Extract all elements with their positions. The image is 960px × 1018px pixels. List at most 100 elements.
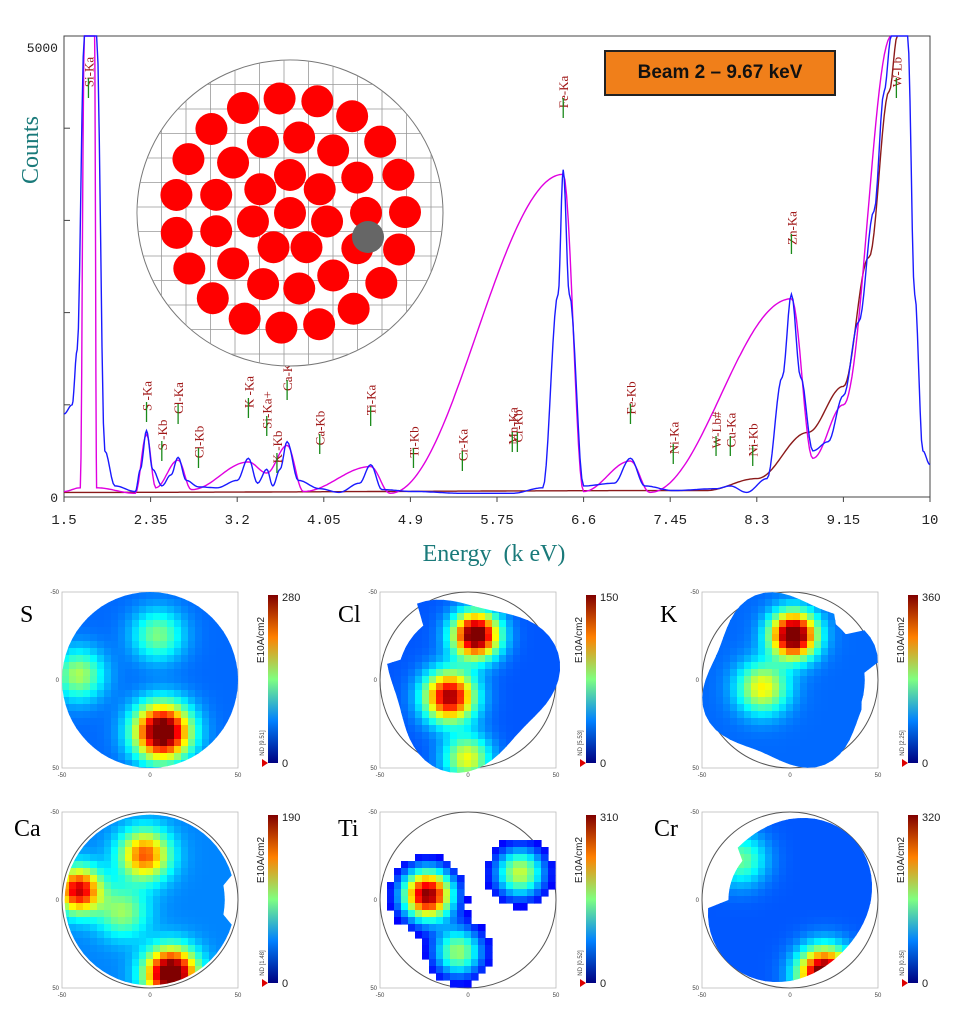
heatmap-cell	[209, 683, 217, 691]
map-y-tick: -50	[690, 590, 699, 596]
heatmap-cell	[758, 648, 766, 656]
heatmap-cell	[153, 973, 161, 981]
heatmap-cell	[443, 875, 451, 883]
heatmap-cell	[153, 655, 161, 663]
heatmap-cell	[709, 613, 717, 621]
heatmap-cell	[737, 818, 745, 820]
heatmap-cell	[870, 889, 872, 897]
heatmap-cell	[422, 683, 430, 691]
heatmap-cell	[506, 868, 514, 876]
heatmap-cell	[146, 767, 154, 768]
heatmap-cell	[125, 634, 133, 642]
heatmap-cell	[793, 896, 801, 904]
peak-label: Ni-Kb	[746, 423, 761, 456]
heatmap-cell	[772, 903, 780, 911]
heatmap-cell	[125, 711, 133, 719]
heatmap-cell	[506, 704, 514, 712]
heatmap-cell	[716, 938, 724, 946]
heatmap-cell	[139, 739, 147, 747]
heatmap-cell	[772, 875, 780, 883]
heatmap-cell	[772, 690, 780, 698]
heatmap-cell	[118, 655, 126, 663]
heatmap-cell	[716, 711, 724, 719]
detector-dot	[349, 196, 382, 229]
heatmap-cell	[181, 903, 189, 911]
heatmap-cell	[870, 840, 872, 848]
heatmap-cell	[737, 931, 745, 939]
heatmap-cell	[153, 910, 161, 918]
heatmap-cell	[541, 697, 549, 705]
heatmap-cell	[174, 945, 182, 953]
heatmap-cell	[104, 683, 112, 691]
peak-label: W-Lb	[889, 57, 904, 87]
heatmap-cell	[139, 952, 147, 960]
heatmap-cell	[76, 814, 84, 820]
heatmap-cell	[471, 627, 479, 635]
heatmap-cell	[744, 627, 752, 635]
heatmap-cell	[457, 648, 465, 656]
map-y-tick: -50	[368, 590, 377, 596]
heatmap-cell	[800, 697, 808, 705]
heatmap-cell	[230, 952, 232, 960]
heatmap-cell	[772, 826, 780, 834]
heatmap-cell	[408, 655, 416, 663]
heatmap-cell	[209, 739, 217, 747]
heatmap-cell	[223, 648, 231, 656]
heatmap-cell	[90, 739, 98, 747]
heatmap-cell	[202, 882, 210, 890]
heatmap-cell	[216, 683, 224, 691]
heatmap-cell	[835, 627, 843, 635]
heatmap-cell	[506, 662, 514, 670]
heatmap-cell	[863, 599, 871, 607]
heatmap-cell	[90, 847, 98, 855]
heatmap-cell	[90, 896, 98, 904]
heatmap-cell	[772, 697, 780, 705]
heatmap-cell	[195, 854, 203, 862]
heatmap-cell	[216, 868, 224, 876]
heatmap-cell	[111, 959, 119, 967]
heatmap-cell	[62, 599, 70, 607]
heatmap-cell	[758, 627, 766, 635]
heatmap-cell	[793, 641, 801, 649]
heatmap-cell	[139, 945, 147, 953]
heatmap-cell	[69, 833, 77, 841]
heatmap-cell	[153, 868, 161, 876]
heatmap-cell	[821, 676, 829, 684]
heatmap-cell	[436, 875, 444, 883]
heatmap-cell	[828, 917, 836, 925]
heatmap-cell	[146, 868, 154, 876]
heatmap-cell	[429, 917, 437, 925]
heatmap-cell	[464, 952, 472, 960]
heatmap-cell	[821, 903, 829, 911]
heatmap-cell	[821, 662, 829, 670]
heatmap-cell	[527, 648, 535, 656]
heatmap-cell	[863, 627, 871, 635]
heatmap-cell	[209, 655, 217, 663]
heatmap-cell	[513, 861, 521, 869]
heatmap-cell	[821, 753, 829, 761]
heatmap-cell	[450, 753, 458, 761]
heatmap-cell	[772, 739, 780, 747]
heatmap-cell	[821, 669, 829, 677]
heatmap-cell	[69, 910, 77, 918]
heatmap-cell	[230, 854, 232, 862]
heatmap-cell	[118, 648, 126, 656]
heatmap-cell	[188, 620, 196, 628]
heatmap-cell	[125, 868, 133, 876]
heatmap-cell	[450, 882, 458, 890]
heatmap-cell	[422, 861, 430, 869]
heatmap-cell	[422, 868, 430, 876]
heatmap-cell	[174, 896, 182, 904]
heatmap-cell	[104, 945, 112, 953]
heatmap-cell	[870, 718, 878, 726]
element-label: Cl	[338, 602, 361, 628]
detector-dot	[383, 233, 416, 266]
heatmap-cell	[429, 861, 437, 869]
heatmap-cell	[443, 704, 451, 712]
heatmap-cell	[153, 669, 161, 677]
heatmap-cell	[807, 627, 815, 635]
heatmap-cell	[709, 739, 717, 747]
map-x-tick: 50	[875, 993, 882, 999]
heatmap-cell	[76, 980, 84, 986]
